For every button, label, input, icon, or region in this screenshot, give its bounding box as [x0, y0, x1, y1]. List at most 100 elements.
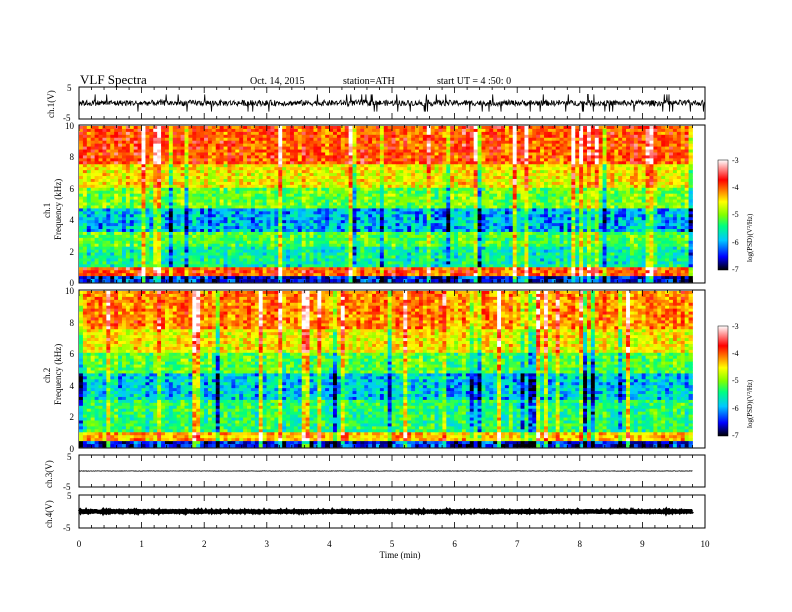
spectrogram-cell: [520, 184, 525, 189]
spectrogram-cell: [290, 128, 295, 133]
spectrogram-cell: [637, 137, 643, 142]
spectrogram-cell: [555, 196, 561, 200]
spectrogram-cell: [278, 214, 283, 218]
spectrogram-cell: [407, 211, 412, 215]
spectrogram-cell: [680, 178, 686, 183]
spectrogram-cell: [657, 161, 662, 165]
spectrogram-cell: [258, 137, 264, 142]
spectrogram-cell: [231, 164, 236, 168]
spectrogram-cell: [141, 126, 146, 130]
spectrogram-cell: [407, 190, 412, 195]
spectrogram-cell: [176, 181, 181, 186]
spectrogram-cell: [168, 167, 174, 171]
spectrogram-cell: [481, 205, 486, 209]
spectrogram-cell: [469, 131, 475, 136]
spectrogram-cell: [153, 193, 158, 198]
spectrogram-cell: [516, 170, 521, 174]
spectrogram-cell: [329, 217, 334, 221]
spectrogram-cell: [305, 140, 310, 145]
spectrogram-cell: [461, 137, 467, 142]
spectrogram-cell: [637, 152, 643, 156]
spectrogram-cell: [645, 126, 650, 130]
spectrogram-cell: [168, 208, 174, 212]
spectrogram-cell: [176, 137, 181, 142]
spectrogram-cell: [168, 149, 174, 153]
spectrogram-cell: [301, 178, 307, 183]
spectrogram-cell: [543, 158, 549, 162]
spectrogram-cell: [98, 184, 103, 189]
spectrogram-cell: [610, 187, 615, 192]
spectrogram-cell: [395, 193, 400, 198]
spectrogram-cell: [188, 217, 193, 221]
spectrogram-cell: [547, 178, 553, 183]
spectrogram-cell: [102, 140, 107, 145]
spectrogram-cell: [598, 155, 604, 159]
spectrogram-cell: [348, 181, 353, 186]
spectrogram-cell: [661, 199, 666, 203]
spectrogram-cell: [309, 211, 314, 215]
spectrogram-cell: [594, 181, 600, 186]
spectrogram-cell: [157, 211, 162, 215]
spectrogram-cell: [379, 137, 385, 142]
spectrogram-cell: [391, 143, 396, 147]
spectrogram-cell: [383, 199, 389, 203]
spectrogram-cell: [332, 161, 338, 165]
spectrogram-cell: [458, 193, 463, 198]
spectrogram-cell: [399, 193, 404, 198]
spectrogram-cell: [86, 176, 92, 180]
spectrogram-cell: [551, 143, 557, 147]
spectrogram-cell: [676, 178, 682, 183]
spectrogram-cell: [352, 161, 357, 165]
spectrogram-cell: [653, 178, 658, 183]
spectrogram-cell: [161, 170, 166, 174]
spectrogram-cell: [669, 149, 674, 153]
spectrogram-cell: [372, 146, 377, 150]
spectrogram-cell: [446, 164, 451, 168]
spectrogram-cell: [368, 161, 373, 165]
spectrogram-cell: [403, 126, 408, 130]
spectrogram-cell: [583, 181, 588, 186]
spectrogram-cell: [688, 149, 693, 153]
spectrogram-cell: [192, 187, 197, 192]
spectrogram-cell: [669, 211, 674, 215]
spectrogram-cell: [184, 146, 189, 150]
spectrogram-cell: [270, 152, 275, 156]
spectrogram-cell: [176, 176, 181, 180]
spectrogram-cell: [571, 126, 576, 130]
spectrogram-cell: [489, 140, 494, 145]
spectrogram-cell: [422, 184, 428, 189]
spectrogram-cell: [164, 176, 170, 180]
spectrogram-cell: [422, 199, 428, 203]
spectrogram-cell: [297, 193, 303, 198]
spectrogram-cell: [286, 137, 291, 142]
spectrogram-cell: [297, 214, 303, 218]
spectrogram-cell: [579, 173, 584, 177]
spectrogram-cell: [317, 173, 322, 177]
spectrogram-cell: [461, 181, 467, 186]
spectrogram-cell: [551, 126, 557, 130]
spectrogram-cell: [661, 126, 666, 130]
spectrogram-cell: [235, 205, 240, 209]
spectrogram-cell: [415, 137, 420, 142]
spectrogram-cell: [458, 187, 463, 192]
spectrogram-cell: [665, 190, 670, 195]
spectrogram-cell: [188, 146, 193, 150]
spectrogram-cell: [469, 205, 475, 209]
spectrogram-cell: [473, 217, 478, 221]
spectrogram-cell: [301, 143, 307, 147]
spectrogram-cell: [688, 205, 693, 209]
spectrogram-cell: [161, 134, 166, 139]
spectrogram-cell: [387, 176, 392, 180]
spectrogram-cell: [383, 187, 389, 192]
spectrogram-cell: [204, 208, 209, 212]
spectrogram-cell: [317, 190, 322, 195]
spectrogram-cell: [434, 131, 439, 136]
spectrogram-cell: [661, 170, 666, 174]
spectrogram-cell: [278, 164, 283, 168]
spectrogram-cell: [551, 158, 557, 162]
spectrogram-cell: [618, 187, 623, 192]
spectrogram-cell: [98, 164, 103, 168]
spectrogram-cell: [426, 217, 432, 221]
spectrogram-cell: [411, 155, 416, 159]
spectrogram-cell: [571, 158, 576, 162]
